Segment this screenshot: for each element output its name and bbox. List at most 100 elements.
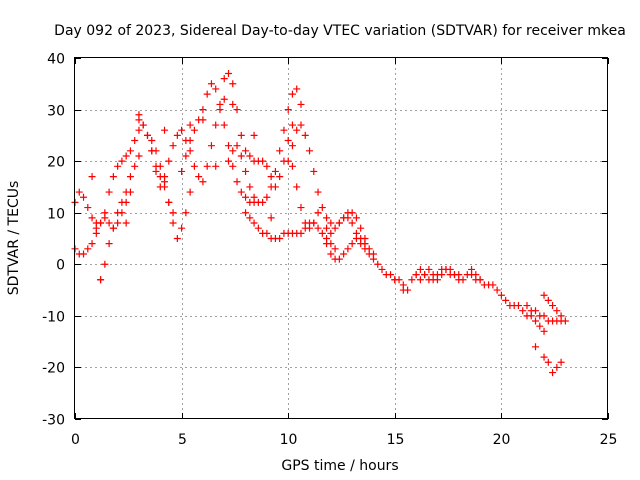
- data-point: [156, 162, 164, 170]
- data-point: [357, 224, 365, 232]
- data-point: [199, 116, 207, 124]
- data-point: [276, 173, 284, 181]
- data-point: [314, 224, 322, 232]
- data-point: [195, 173, 203, 181]
- data-point: [178, 224, 186, 232]
- data-point: [101, 214, 109, 222]
- data-point: [126, 147, 134, 155]
- data-point: [348, 240, 356, 248]
- series-outliers: [88, 100, 540, 351]
- data-point: [459, 276, 467, 284]
- data-point: [229, 147, 237, 155]
- data-point: [276, 235, 284, 242]
- data-point: [408, 276, 416, 284]
- data-point: [455, 271, 463, 279]
- series-sat-e: [148, 137, 194, 242]
- data-point: [246, 214, 254, 222]
- data-point: [148, 137, 156, 145]
- data-point: [288, 162, 296, 170]
- series-sat-f: [178, 80, 258, 206]
- data-point: [229, 100, 237, 108]
- data-point: [135, 111, 143, 119]
- data-point: [348, 219, 356, 227]
- data-point: [267, 214, 275, 222]
- data-point: [263, 193, 271, 201]
- x-tick-label: 20: [493, 432, 511, 448]
- data-point: [293, 126, 301, 134]
- data-point: [280, 126, 288, 134]
- data-point: [399, 286, 407, 294]
- data-point: [310, 219, 318, 227]
- data-point: [438, 271, 446, 279]
- data-point: [387, 271, 395, 279]
- data-point: [88, 173, 96, 181]
- data-point: [293, 85, 301, 93]
- y-tick-label: -30: [42, 413, 65, 429]
- data-point: [318, 204, 326, 212]
- series-sat-k: [288, 162, 322, 232]
- data-point: [114, 209, 122, 217]
- data-point: [156, 183, 164, 191]
- data-point: [365, 245, 373, 253]
- data-point: [109, 173, 117, 181]
- axis-ticks: [75, 58, 609, 420]
- data-point: [186, 147, 194, 155]
- data-point: [425, 265, 433, 273]
- data-point: [152, 167, 160, 175]
- data-point: [131, 162, 139, 170]
- data-point: [250, 219, 258, 227]
- data-point: [327, 250, 335, 258]
- data-point: [122, 188, 130, 196]
- data-point: [75, 188, 83, 196]
- data-point: [229, 162, 237, 170]
- data-point: [412, 271, 420, 279]
- data-point: [186, 121, 194, 129]
- data-point: [284, 157, 292, 165]
- y-axis-label: SDTVAR / TECUs: [6, 181, 22, 296]
- data-point: [114, 162, 122, 170]
- data-point: [242, 147, 250, 155]
- data-point: [105, 219, 113, 227]
- series-sat-g: [220, 69, 296, 191]
- data-point: [361, 240, 369, 248]
- data-point: [288, 121, 296, 129]
- data-point: [327, 219, 335, 227]
- data-point: [161, 178, 169, 186]
- data-point: [532, 307, 540, 315]
- data-point: [306, 147, 314, 155]
- data-point: [416, 265, 424, 273]
- data-point: [88, 214, 96, 222]
- data-point: [493, 286, 501, 294]
- data-point: [335, 219, 343, 227]
- data-point: [101, 260, 109, 268]
- series-sat-a: [71, 121, 177, 232]
- data-point: [314, 209, 322, 217]
- data-point: [284, 106, 292, 114]
- data-point: [514, 302, 522, 310]
- data-point: [169, 219, 177, 227]
- data-point: [225, 69, 233, 77]
- data-point: [297, 229, 305, 237]
- data-point: [242, 209, 250, 217]
- data-point: [263, 229, 271, 237]
- data-point: [250, 193, 258, 201]
- data-point: [190, 162, 198, 170]
- data-point: [532, 317, 540, 325]
- data-point: [254, 224, 262, 232]
- data-point: [242, 193, 250, 201]
- data-point: [540, 312, 548, 320]
- data-point: [263, 162, 271, 170]
- data-point: [122, 152, 130, 160]
- data-point: [421, 271, 429, 279]
- data-point: [97, 276, 105, 284]
- x-tick-label: 25: [600, 432, 618, 448]
- data-point: [225, 157, 233, 165]
- x-tick-label: 15: [387, 432, 405, 448]
- data-point: [549, 369, 557, 377]
- series-sat-n: [335, 209, 369, 242]
- data-point: [553, 363, 561, 371]
- y-tick-label: 20: [47, 155, 65, 171]
- data-point: [212, 85, 220, 93]
- data-point: [267, 173, 275, 181]
